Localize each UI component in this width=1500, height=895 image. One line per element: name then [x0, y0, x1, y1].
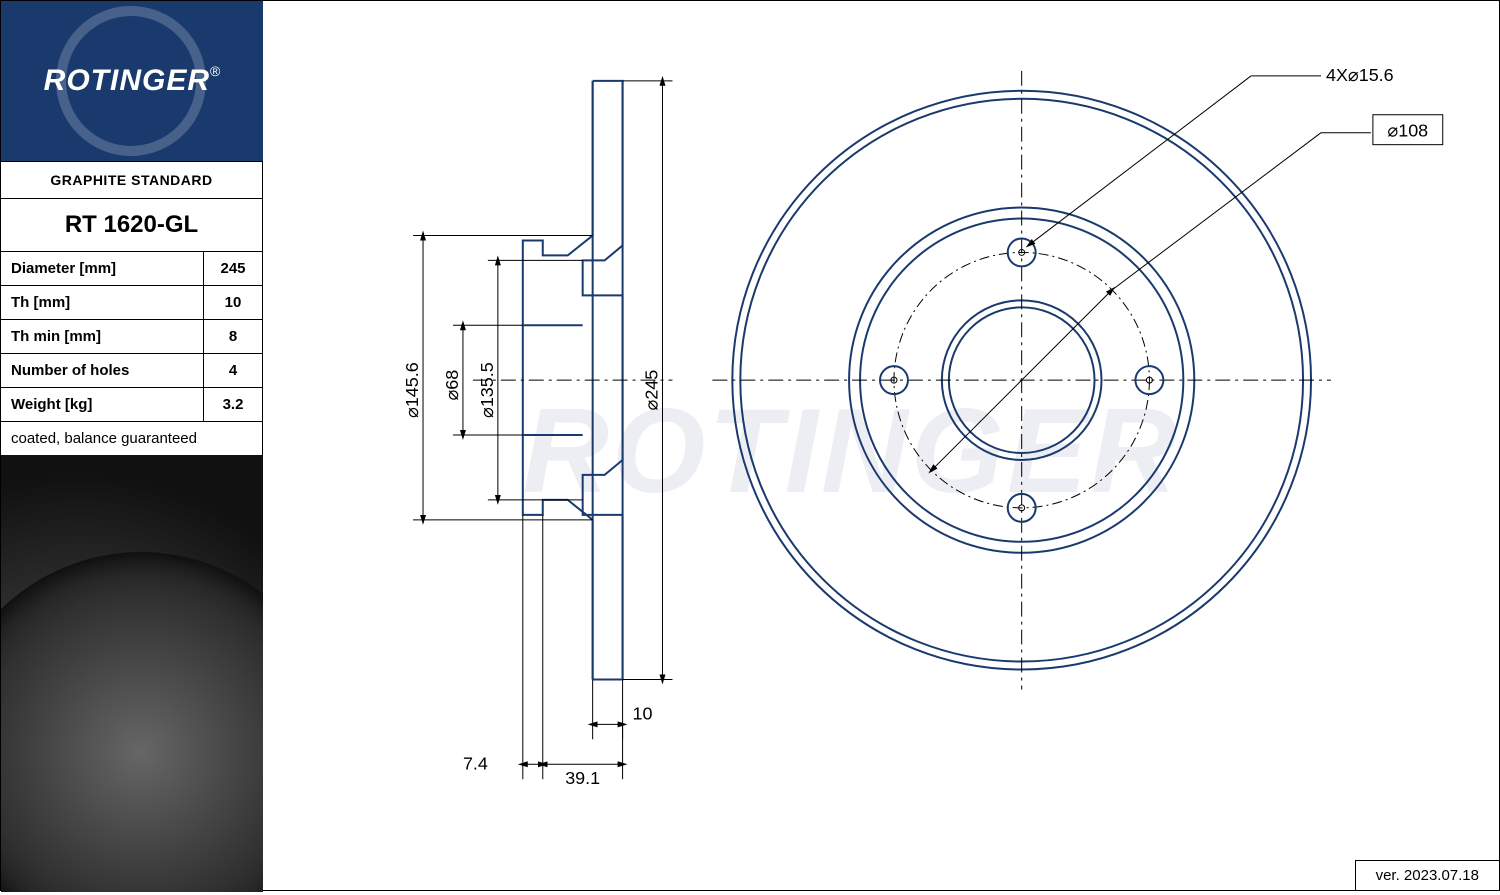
dim-hub-wall: 7.4	[463, 753, 488, 773]
technical-drawing: ⌀245 ⌀145.6 ⌀68 ⌀135.5 10	[263, 1, 1499, 890]
product-line: GRAPHITE STANDARD	[1, 161, 263, 199]
dim-hub-outer: ⌀145.6	[402, 362, 422, 418]
sidebar: ROTINGER ® GRAPHITE STANDARD RT 1620-GL …	[1, 1, 263, 892]
spec-value: 10	[204, 286, 262, 319]
spec-value: 3.2	[204, 388, 262, 421]
spec-label: Th [mm]	[1, 286, 204, 319]
spec-label: Th min [mm]	[1, 320, 204, 353]
callout-holes: 4X⌀15.6	[1326, 65, 1394, 85]
registered-mark: ®	[210, 63, 220, 79]
spec-value: 4	[204, 354, 262, 387]
spec-row: Th [mm]10	[1, 286, 263, 320]
spec-value: 8	[204, 320, 262, 353]
spec-row: Number of holes4	[1, 354, 263, 388]
spec-row: Weight [kg]3.2	[1, 388, 263, 422]
spec-label: Diameter [mm]	[1, 252, 204, 285]
dim-bore: ⌀68	[442, 370, 462, 401]
version-label: ver. 2023.07.18	[1355, 860, 1499, 890]
dim-hub-inner: ⌀135.5	[477, 362, 497, 418]
spec-table: Diameter [mm]245Th [mm]10Th min [mm]8Num…	[1, 252, 263, 422]
dim-offset: 39.1	[565, 768, 600, 788]
callout-pcd: ⌀108	[1387, 121, 1428, 141]
logo-block: ROTINGER ®	[1, 1, 263, 161]
spec-row: Th min [mm]8	[1, 320, 263, 354]
product-note: coated, balance guaranteed	[1, 422, 263, 455]
spec-value: 245	[204, 252, 262, 285]
brand-name: ROTINGER	[44, 64, 210, 98]
spec-row: Diameter [mm]245	[1, 252, 263, 286]
spec-label: Weight [kg]	[1, 388, 204, 421]
part-number: RT 1620-GL	[1, 199, 263, 252]
dim-thickness: 10	[633, 703, 653, 723]
dim-outer-diameter: ⌀245	[642, 370, 662, 411]
product-photo	[1, 455, 263, 892]
spec-label: Number of holes	[1, 354, 204, 387]
